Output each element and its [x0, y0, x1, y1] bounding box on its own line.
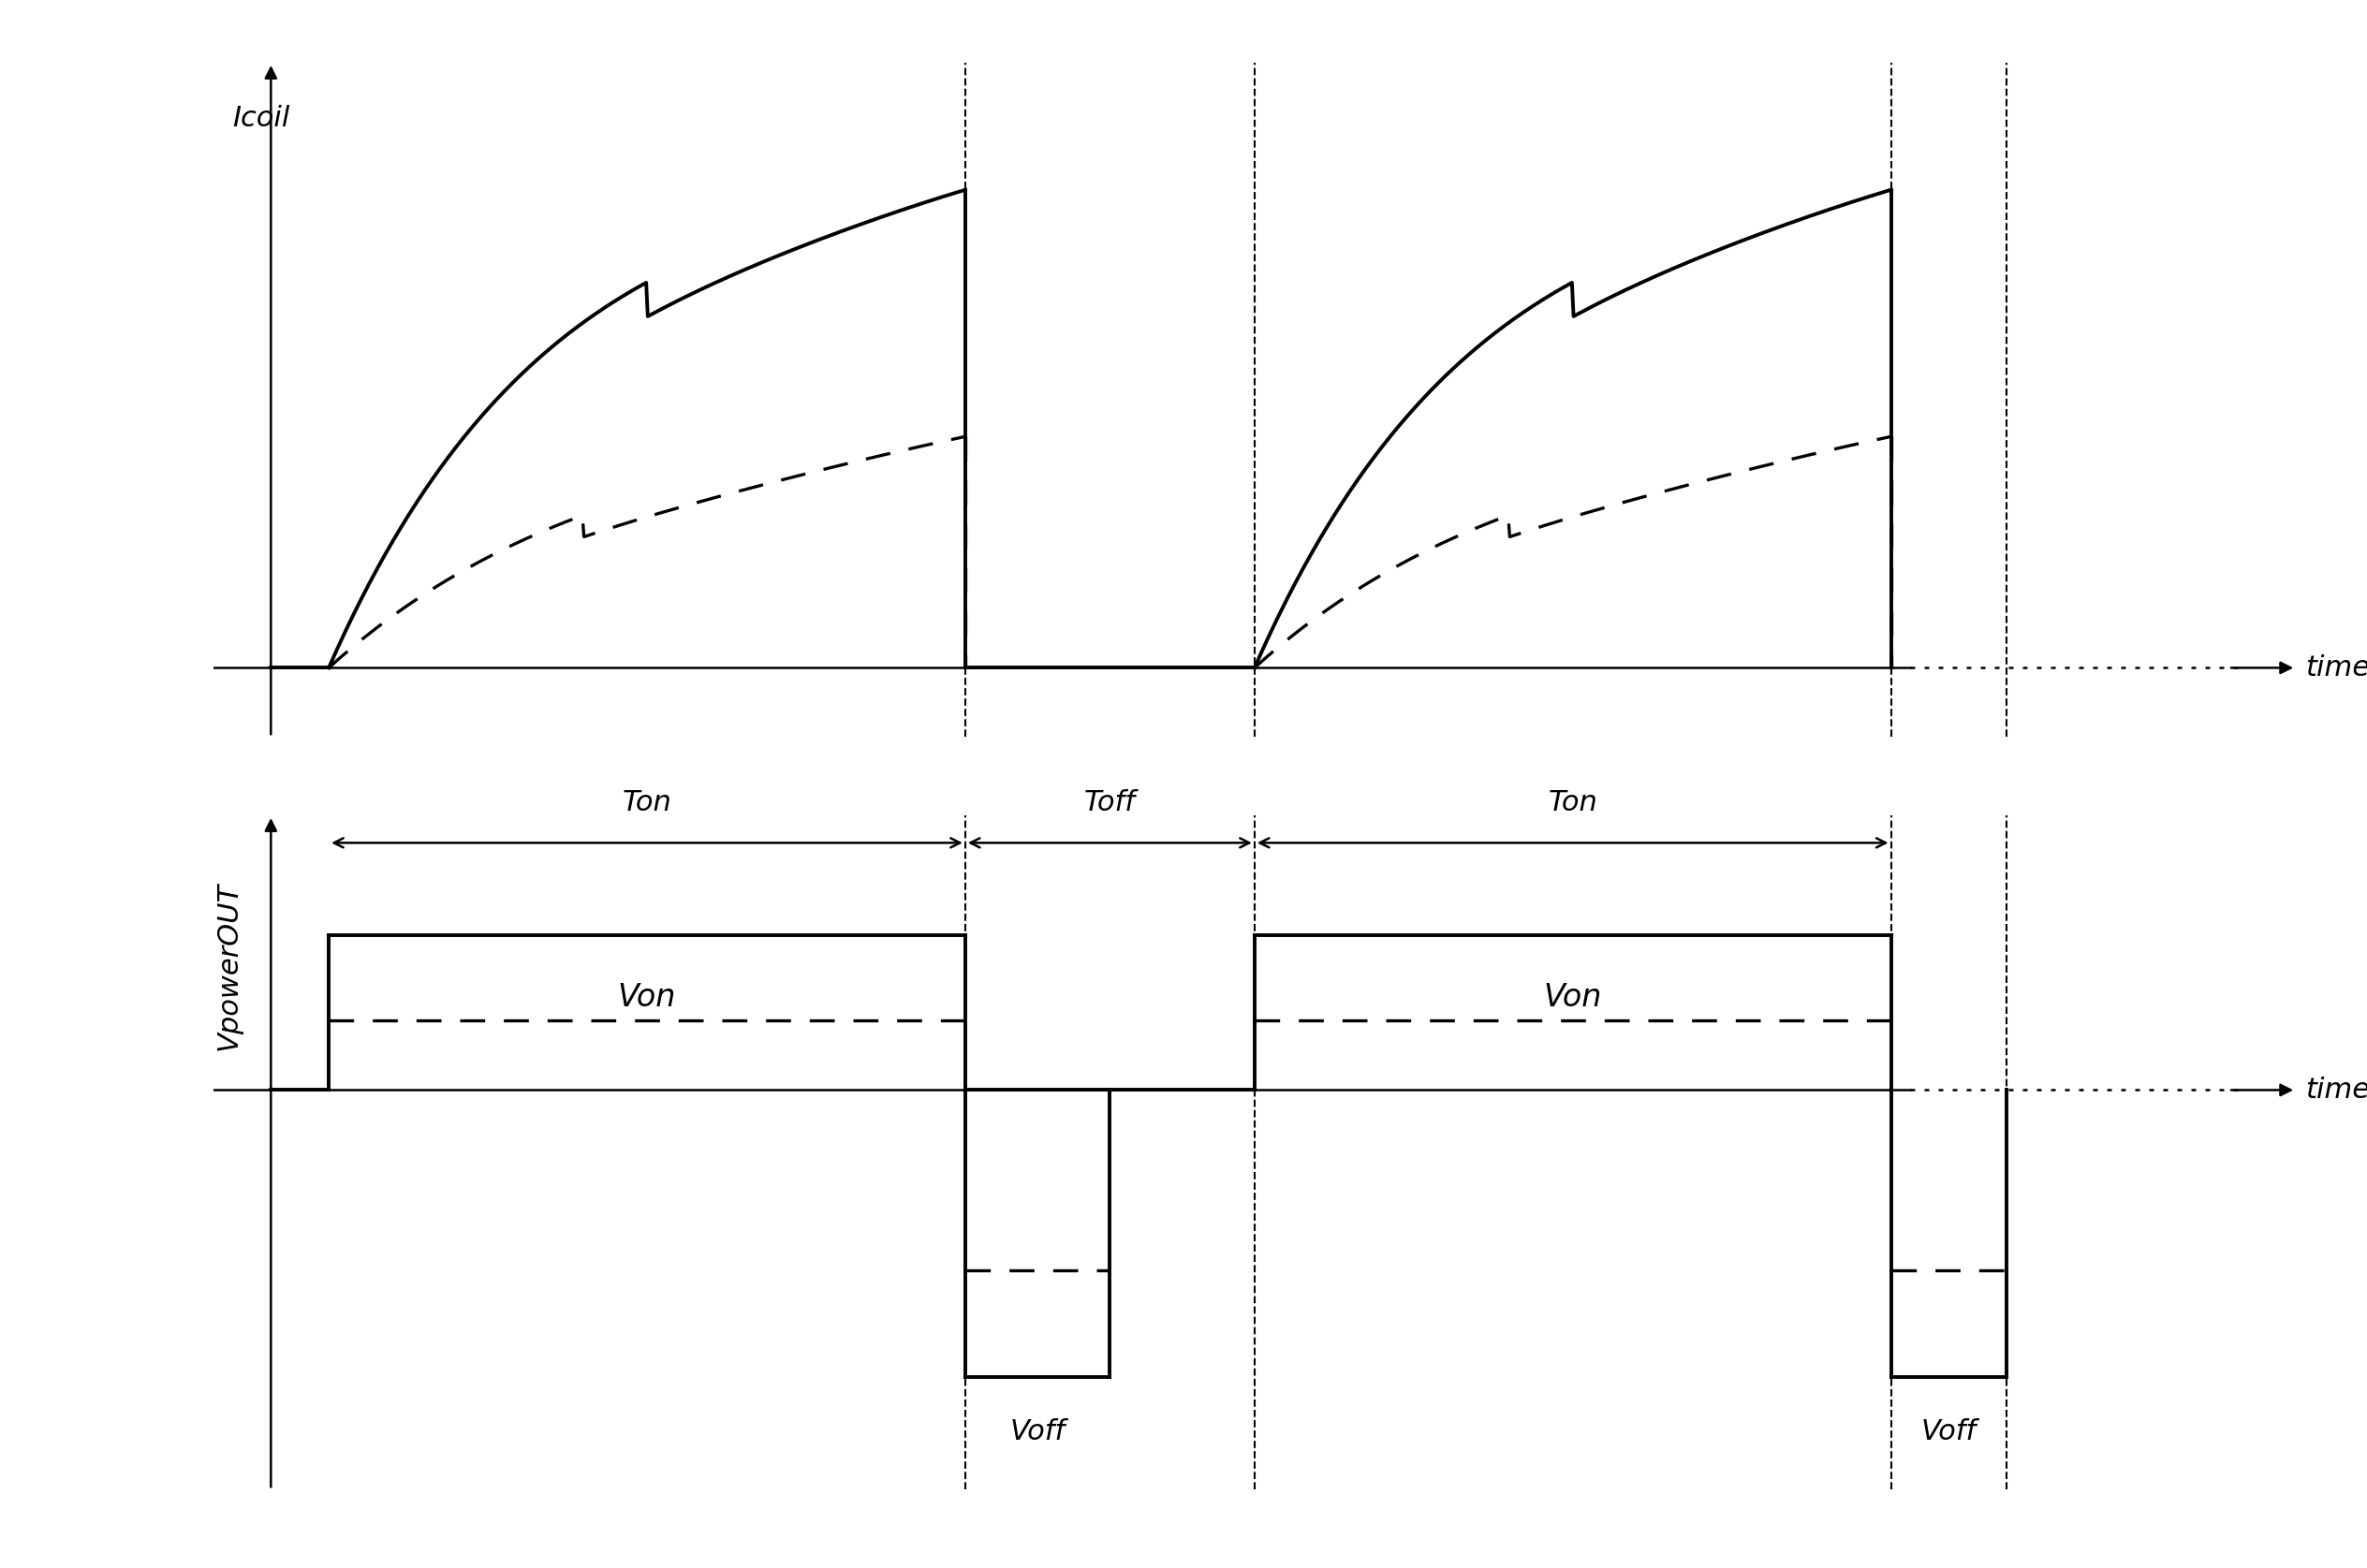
- Text: Von: Von: [1543, 982, 1602, 1013]
- Text: time: time: [2305, 1077, 2367, 1104]
- Text: Von: Von: [618, 982, 677, 1013]
- Text: Icoil: Icoil: [232, 105, 291, 132]
- Text: Voff: Voff: [1011, 1419, 1065, 1446]
- Text: VpowerOUT: VpowerOUT: [215, 883, 241, 1051]
- Text: Ton: Ton: [1548, 789, 1598, 815]
- Text: Voff: Voff: [1922, 1419, 1976, 1446]
- Text: Toff: Toff: [1084, 789, 1136, 815]
- Text: time: time: [2305, 654, 2367, 682]
- Text: Ton: Ton: [623, 789, 672, 815]
